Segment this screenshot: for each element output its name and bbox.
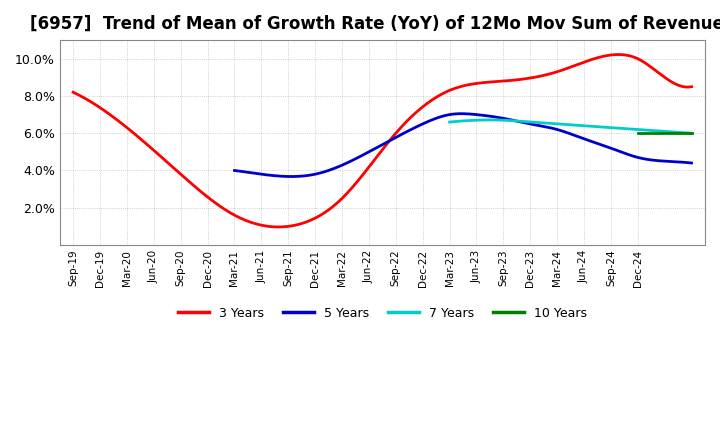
5 Years: [678, 160, 687, 165]
3 Years: [274, 224, 283, 230]
7 Years: [561, 122, 570, 127]
10 Years: [636, 131, 644, 136]
5 Years: [504, 117, 513, 122]
5 Years: [287, 174, 296, 179]
Title: [6957]  Trend of Mean of Growth Rate (YoY) of 12Mo Mov Sum of Revenues: [6957] Trend of Mean of Growth Rate (YoY…: [30, 15, 720, 33]
Legend: 3 Years, 5 Years, 7 Years, 10 Years: 3 Years, 5 Years, 7 Years, 10 Years: [173, 302, 592, 325]
3 Years: [367, 161, 376, 166]
7 Years: [562, 122, 571, 127]
3 Years: [687, 84, 696, 89]
7 Years: [577, 123, 585, 128]
3 Years: [614, 52, 623, 57]
3 Years: [438, 91, 447, 96]
5 Years: [451, 111, 459, 117]
7 Years: [687, 131, 696, 136]
Line: 5 Years: 5 Years: [235, 114, 691, 176]
3 Years: [675, 83, 683, 88]
10 Years: [684, 131, 693, 136]
3 Years: [69, 90, 78, 95]
10 Years: [643, 131, 652, 136]
3 Years: [364, 165, 372, 171]
7 Years: [445, 119, 454, 125]
5 Years: [230, 168, 239, 173]
10 Years: [687, 131, 696, 136]
5 Years: [448, 111, 456, 117]
3 Years: [405, 117, 413, 122]
7 Years: [682, 130, 690, 136]
10 Years: [634, 131, 642, 136]
10 Years: [667, 131, 675, 136]
10 Years: [685, 131, 694, 136]
10 Years: [645, 131, 654, 136]
7 Years: [486, 117, 495, 123]
10 Years: [647, 131, 656, 136]
5 Years: [480, 113, 488, 118]
3 Years: [577, 60, 585, 66]
Line: 3 Years: 3 Years: [73, 55, 691, 227]
10 Years: [662, 131, 671, 136]
5 Years: [687, 160, 696, 165]
7 Years: [590, 124, 598, 129]
7 Years: [644, 128, 653, 133]
5 Years: [457, 111, 466, 116]
Line: 7 Years: 7 Years: [449, 120, 691, 133]
5 Years: [607, 146, 616, 151]
